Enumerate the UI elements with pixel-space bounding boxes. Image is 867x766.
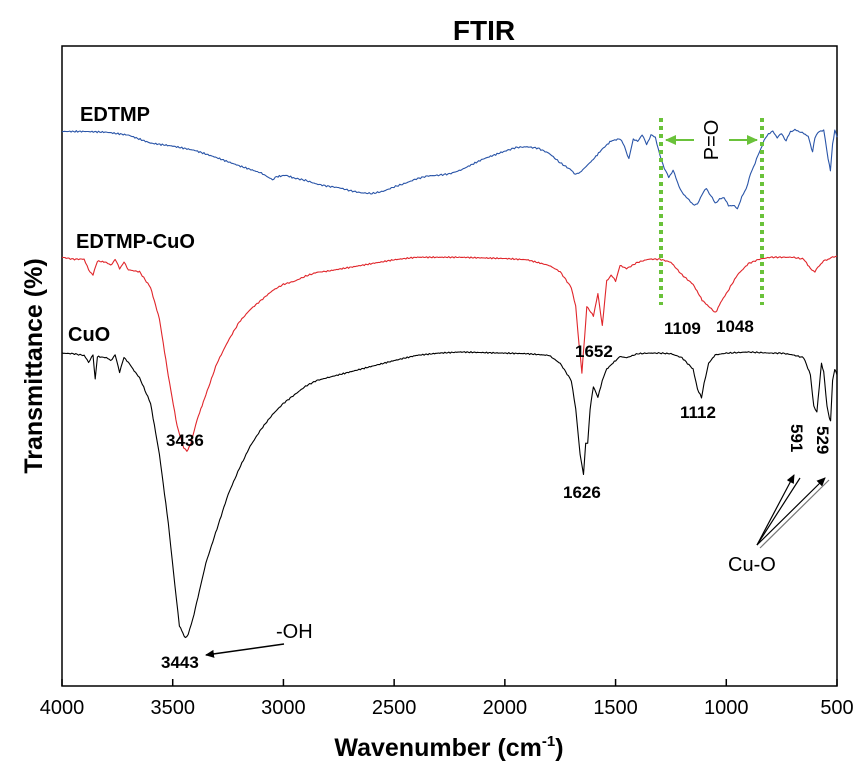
series-group — [61, 128, 838, 639]
x-tick-label: 500 — [820, 697, 853, 719]
x-axis-title-unit: (cm — [497, 734, 541, 762]
peak-label-1109: 1109 — [664, 319, 701, 338]
cuo-arrow-529-b — [759, 479, 830, 549]
chart-title: FTIR — [453, 15, 515, 46]
peak-label-529: 529 — [813, 426, 832, 454]
po-bracket: P=O — [659, 118, 764, 305]
peak-label-591: 591 — [787, 424, 806, 452]
x-axis-title-close: ) — [555, 734, 563, 762]
x-axis-title-main: Wavenumber — [334, 734, 490, 762]
plot-frame — [61, 45, 838, 687]
oh-label: -OH — [276, 621, 313, 643]
cuo-arrow-591 — [756, 474, 795, 546]
x-axis-title: Wavenumber (cm-1) — [334, 733, 563, 762]
series-label-cuo: CuO — [68, 324, 110, 346]
x-axis-ticks: 4000 3500 3000 2500 2000 1500 1000 500 — [40, 679, 854, 719]
peak-label-1048: 1048 — [716, 317, 754, 336]
x-tick-label: 3000 — [261, 697, 306, 719]
series-label-edtmp-cuo: EDTMP-CuO — [76, 231, 195, 253]
series-line-cuo — [61, 351, 838, 639]
peak-label-1112: 1112 — [680, 403, 716, 422]
x-tick-label: 2000 — [483, 697, 528, 719]
x-tick-label: 3500 — [150, 697, 195, 719]
x-tick-label: 4000 — [40, 697, 85, 719]
x-tick-label: 2500 — [372, 697, 417, 719]
oh-arrow — [205, 643, 285, 658]
x-axis-title-gap — [490, 734, 497, 762]
cuo-label: Cu-O — [728, 554, 776, 576]
x-axis-title-exponent: -1 — [542, 733, 555, 750]
series-line-edtmp-cuo — [61, 255, 838, 452]
series-line-edtmp — [61, 128, 838, 210]
po-label: P=O — [701, 120, 723, 161]
peak-label-3436: 3436 — [166, 431, 204, 450]
peak-label-1652: 1652 — [575, 342, 613, 361]
cuo-arrow-529 — [756, 477, 826, 546]
x-tick-label: 1500 — [593, 697, 638, 719]
peak-label-1626: 1626 — [563, 483, 601, 502]
y-axis-title: Transmittance (%) — [20, 258, 48, 473]
series-label-edtmp: EDTMP — [80, 104, 150, 126]
x-tick-label: 1000 — [704, 697, 749, 719]
cuo-arrow-591-b — [756, 477, 801, 546]
peak-label-3443: 3443 — [161, 653, 199, 672]
